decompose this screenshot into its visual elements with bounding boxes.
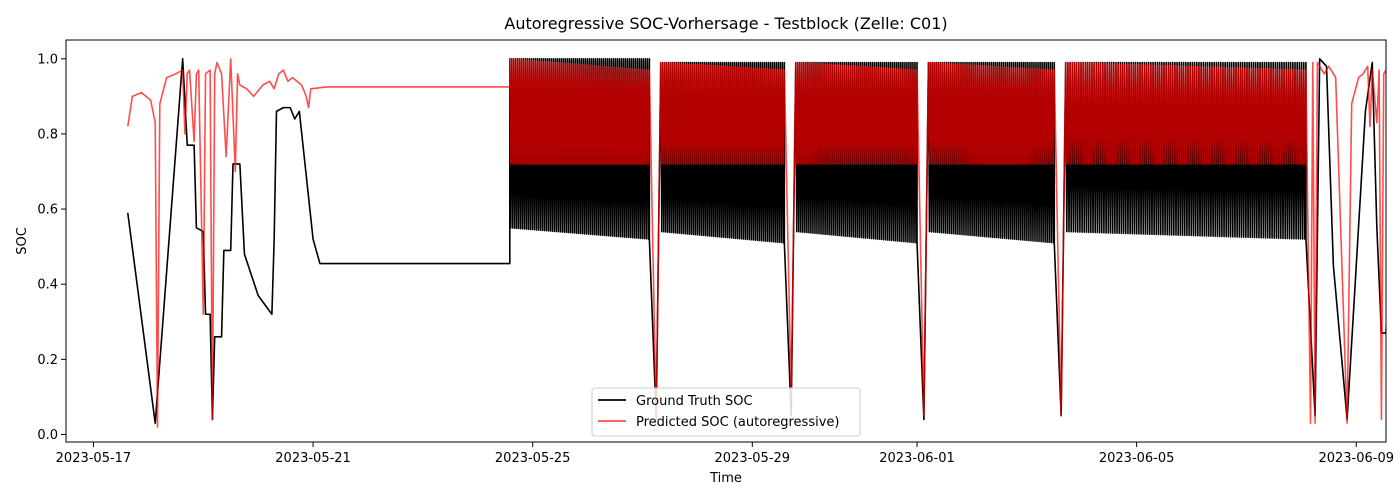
y-tick-label: 0.2 [37,353,58,368]
y-axis-label: SOC [15,227,30,255]
chart-title: Autoregressive SOC-Vorhersage - Testbloc… [504,14,947,33]
plot-frame [65,39,1387,443]
x-axis-label: Time [709,471,742,486]
y-tick-label: 0.4 [37,278,58,293]
y-tick-label: 1.0 [37,52,58,67]
series-predicted [126,57,1386,428]
predicted-line [126,57,1386,428]
series-layer [126,57,1386,428]
legend: Ground Truth SOC Predicted SOC (autoregr… [591,387,861,437]
x-tick-label: 2023-06-01 [879,451,955,466]
y-tick-label: 0.0 [37,428,58,443]
y-axis: 0.0 0.2 0.4 0.6 0.8 1.0 [37,52,66,443]
x-tick-label: 2023-06-05 [1099,451,1175,466]
x-tick-label: 2023-05-25 [495,451,571,466]
legend-label-predicted: Predicted SOC (autoregressive) [636,415,839,430]
x-tick-label: 2023-05-29 [715,451,791,466]
y-tick-label: 0.8 [37,127,58,142]
x-tick-label: 2023-05-17 [56,451,132,466]
legend-label-ground-truth: Ground Truth SOC [636,394,753,409]
x-tick-label: 2023-06-09 [1318,451,1394,466]
x-tick-label: 2023-05-21 [275,451,351,466]
y-tick-label: 0.6 [37,203,58,218]
legend-box [591,387,861,437]
x-axis: 2023-05-17 2023-05-21 2023-05-25 2023-05-29… [56,442,1394,466]
